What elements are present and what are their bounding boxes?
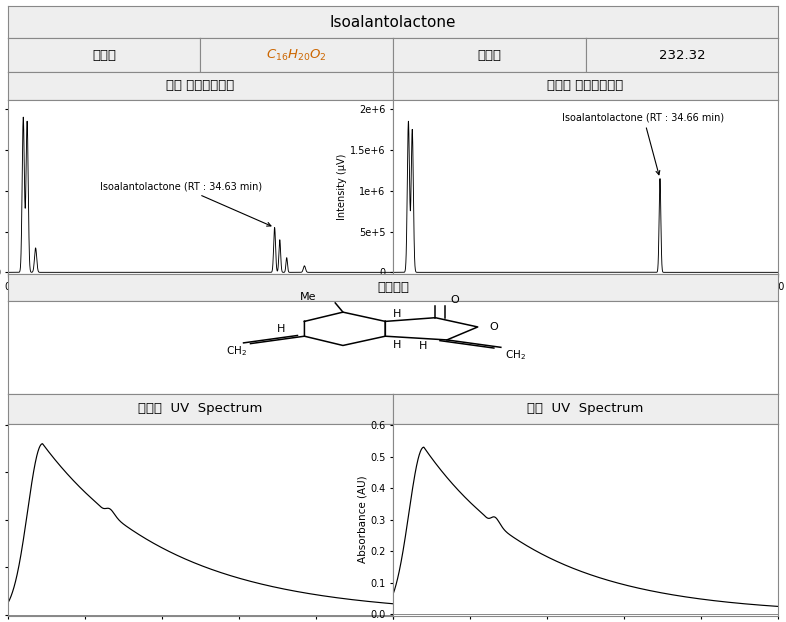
Text: H: H — [393, 340, 402, 350]
Text: 232.32: 232.32 — [659, 49, 705, 62]
Text: 시료 크로마토그램: 시료 크로마토그램 — [167, 80, 234, 93]
Text: 표준품  UV  Spectrum: 표준품 UV Spectrum — [138, 402, 263, 415]
Text: H: H — [277, 324, 285, 335]
Text: 표준품 크로마토그램: 표준품 크로마토그램 — [547, 80, 624, 93]
Text: $C_{16}H_{20}O_2$: $C_{16}H_{20}O_2$ — [266, 48, 327, 63]
Text: 시료  UV  Spectrum: 시료 UV Spectrum — [527, 402, 644, 415]
Text: CH$_2$: CH$_2$ — [226, 345, 247, 358]
Text: Isoalantolactone: Isoalantolactone — [330, 15, 456, 30]
Text: H: H — [393, 309, 402, 318]
Y-axis label: Absorbance (AU): Absorbance (AU) — [357, 476, 367, 564]
Text: Isoalantolactone (RT : 34.66 min): Isoalantolactone (RT : 34.66 min) — [563, 113, 725, 175]
Y-axis label: Intensity (μV): Intensity (μV) — [337, 154, 347, 220]
Text: 분자량: 분자량 — [477, 49, 501, 62]
Text: O: O — [489, 322, 498, 332]
Text: 분자구조: 분자구조 — [377, 281, 409, 294]
Text: H: H — [419, 341, 428, 351]
X-axis label: RT (min): RT (min) — [178, 294, 222, 304]
Text: Isoalantolactone (RT : 34.63 min): Isoalantolactone (RT : 34.63 min) — [101, 182, 271, 226]
Text: CH$_2$: CH$_2$ — [505, 348, 526, 362]
X-axis label: RT (min): RT (min) — [564, 294, 608, 304]
Text: O: O — [450, 295, 459, 305]
Text: Me: Me — [300, 292, 317, 302]
Text: 분자식: 분자식 — [92, 49, 116, 62]
